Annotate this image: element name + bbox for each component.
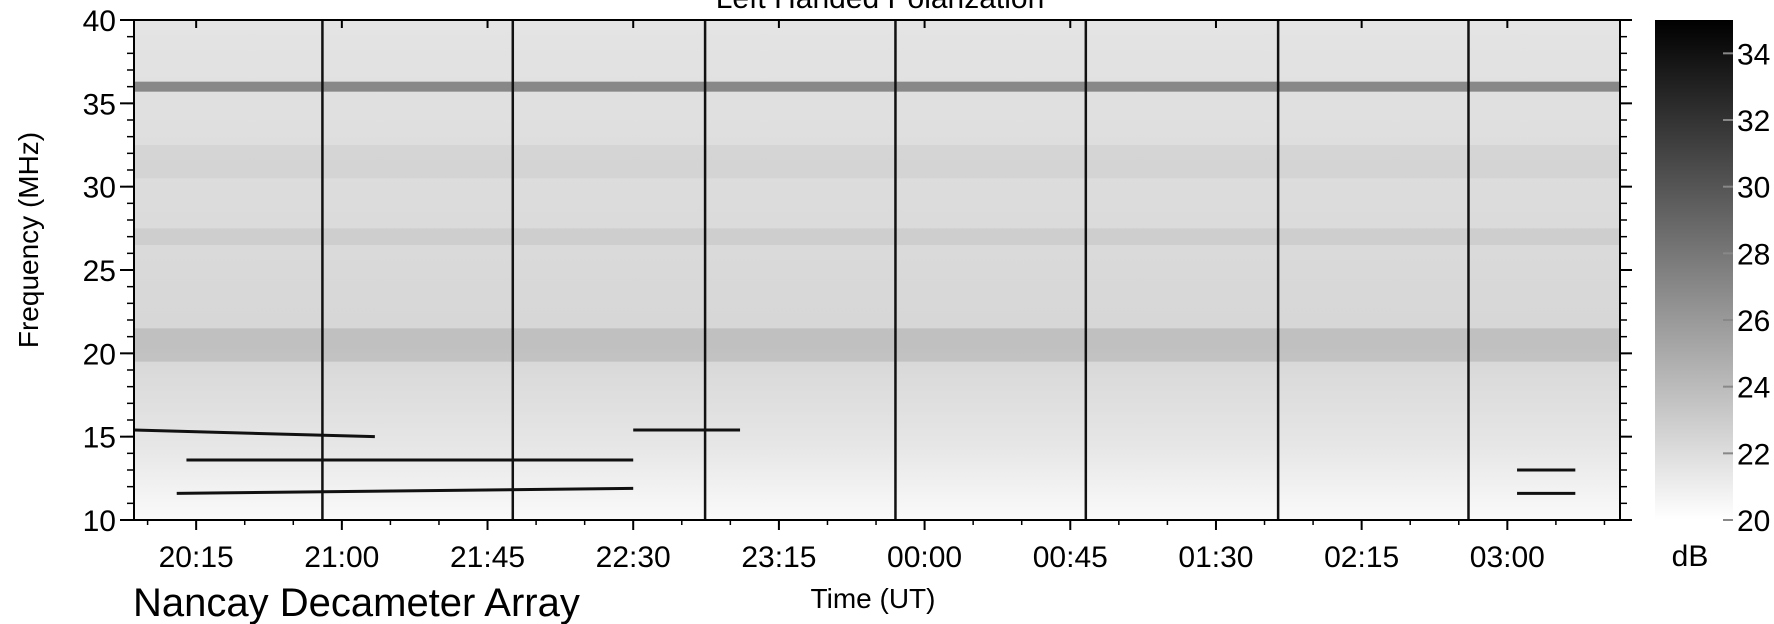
y-tick-label-4: 30 xyxy=(83,172,116,205)
x-axis: 20:15 21:00 21:45 22:30 23:15 00:00 00:45 01:30… xyxy=(146,20,1606,574)
band-0 xyxy=(134,328,1620,362)
interference-band xyxy=(134,81,1620,92)
colorbar-tick-label-5: 30 xyxy=(1737,172,1770,205)
band-1 xyxy=(134,228,1620,245)
drift-feature-0 xyxy=(133,428,375,439)
x-tick-label-9: 03:00 xyxy=(1470,541,1545,574)
x-tick-label-7: 01:30 xyxy=(1178,541,1253,574)
drift-features xyxy=(133,428,1576,495)
y-tick-label-1: 15 xyxy=(83,422,116,455)
x-tick-label-5: 00:00 xyxy=(887,541,962,574)
y-tick-label-2: 20 xyxy=(83,338,116,371)
colorbar-gradient xyxy=(1655,20,1733,520)
x-tick-label-8: 02:15 xyxy=(1324,541,1399,574)
band-2 xyxy=(134,145,1620,179)
colorbar-tick-label-2: 24 xyxy=(1737,372,1770,405)
colorbar: 20 22 24 26 28 30 32 34 xyxy=(1655,20,1770,538)
x-tick-label-1: 21:00 xyxy=(304,541,379,574)
colorbar-tick-label-6: 32 xyxy=(1737,105,1770,138)
y-tick-label-0: 10 xyxy=(83,505,116,538)
colorbar-tick-label-0: 20 xyxy=(1737,505,1770,538)
y-tick-label-5: 35 xyxy=(83,88,116,121)
y-tick-label-6: 40 xyxy=(83,5,116,38)
x-tick-label-0: 20:15 xyxy=(159,541,234,574)
vertical-dropouts xyxy=(321,20,1470,520)
colorbar-tick-label-1: 22 xyxy=(1737,438,1770,471)
x-tick-label-4: 23:15 xyxy=(741,541,816,574)
x-tick-label-6: 00:45 xyxy=(1033,541,1108,574)
y-axis: 10 15 20 25 30 35 40 xyxy=(83,5,1632,538)
colorbar-ticks: 20 22 24 26 28 30 32 34 xyxy=(1723,38,1770,538)
colorbar-label: dB xyxy=(1672,540,1709,573)
y-axis-label: Frequency (MHz) xyxy=(13,132,44,348)
drift-feature-2 xyxy=(176,486,634,495)
plot-background xyxy=(134,20,1620,520)
chart-title: Left Handed Polarization xyxy=(716,0,1045,15)
y-tick-label-3: 25 xyxy=(83,255,116,288)
colorbar-tick-label-7: 34 xyxy=(1737,38,1770,71)
x-axis-label: Time (UT) xyxy=(811,583,936,614)
x-tick-label-2: 21:45 xyxy=(450,541,525,574)
footer-caption: Nancay Decameter Array xyxy=(133,581,580,624)
plot-area xyxy=(133,19,1621,521)
frequency-bands xyxy=(134,81,1620,362)
colorbar-tick-label-3: 26 xyxy=(1737,305,1770,338)
colorbar-tick-label-4: 28 xyxy=(1737,238,1770,271)
x-tick-label-3: 22:30 xyxy=(596,541,671,574)
